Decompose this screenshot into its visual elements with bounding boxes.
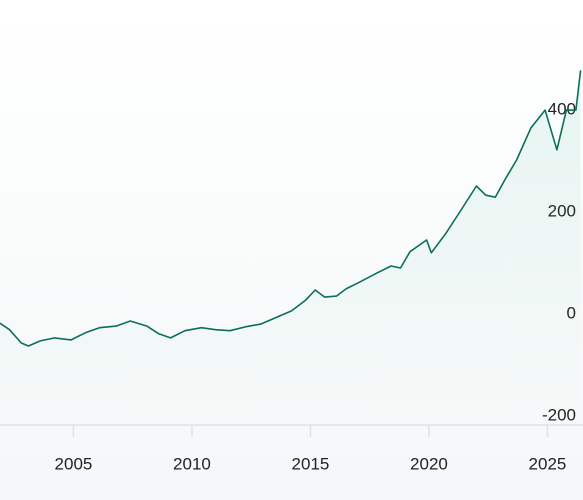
x-tick-label: 2010 <box>173 454 211 473</box>
x-tick-label: 2020 <box>410 454 448 473</box>
x-tick-label: 2015 <box>292 454 330 473</box>
line <box>0 70 582 347</box>
x-tick-label: 2025 <box>529 454 567 473</box>
x-tick-label: 2005 <box>55 454 93 473</box>
line-area <box>0 70 581 426</box>
